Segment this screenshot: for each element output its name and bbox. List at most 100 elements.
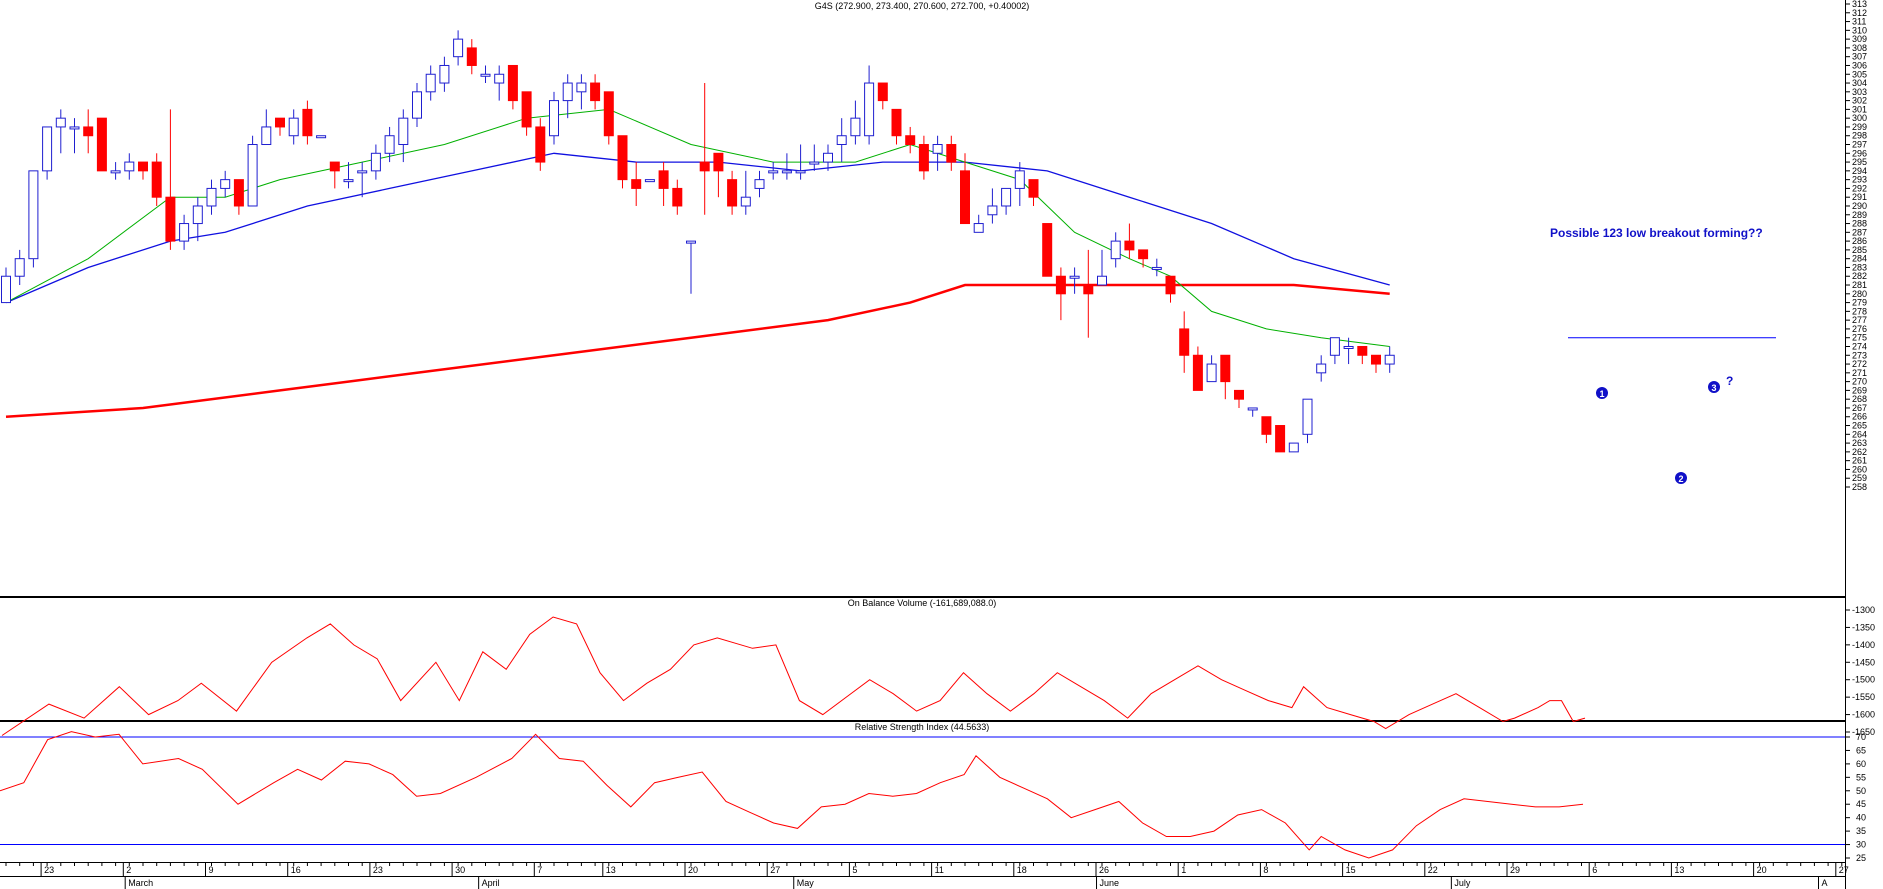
price-y-tick-label: 278 — [1852, 306, 1867, 316]
candle — [69, 118, 80, 154]
candle-body — [453, 38, 464, 58]
obv-series — [1, 616, 1586, 736]
candle — [1275, 425, 1286, 453]
candle — [1357, 345, 1368, 365]
candle — [398, 109, 409, 163]
candle — [631, 162, 642, 206]
point-2-marker: 2 — [1675, 472, 1687, 484]
candle-body — [1110, 240, 1121, 260]
candle — [877, 82, 888, 110]
price-y-tick-label: 283 — [1852, 262, 1867, 272]
obv-y-axis: -1300 -1350 -1400 -1450 -1500 -1550 -1600 -1650 — [1845, 605, 1875, 737]
candle — [754, 170, 765, 198]
candle — [1302, 398, 1313, 444]
candle — [850, 100, 861, 145]
candle-body — [549, 100, 559, 137]
sma-short-series — [5, 108, 1390, 347]
candle — [1165, 275, 1176, 303]
candle-body — [1261, 416, 1272, 435]
candle — [617, 135, 628, 189]
candle-body — [686, 240, 696, 244]
rsi-y-tick-label: 40 — [1856, 813, 1866, 823]
candle-body — [1343, 345, 1354, 349]
price-y-tick-label: 306 — [1852, 60, 1867, 70]
candle — [151, 153, 162, 206]
price-y-tick-label: 280 — [1852, 289, 1867, 299]
candle-body — [329, 161, 340, 172]
candle-body — [905, 135, 916, 146]
candle-body — [316, 135, 327, 139]
candle-body — [932, 144, 943, 154]
x-day-label: 22 — [1428, 865, 1438, 875]
price-y-tick-label: 285 — [1852, 245, 1867, 255]
candle — [1343, 337, 1354, 365]
candle-body — [809, 161, 820, 165]
price-y-tick-label: 304 — [1852, 78, 1867, 88]
x-day-label: 27 — [770, 865, 780, 875]
price-y-tick-label: 308 — [1852, 43, 1867, 53]
candle-body — [877, 82, 888, 102]
candle-body — [425, 73, 436, 93]
price-y-tick-label: 288 — [1852, 219, 1867, 229]
price-y-tick-label: 281 — [1852, 280, 1867, 290]
x-day-label: 13 — [606, 865, 616, 875]
candle-body — [110, 170, 121, 174]
candle-body — [644, 179, 655, 183]
candle-body — [1042, 223, 1053, 277]
candle-body — [960, 170, 970, 225]
candle — [891, 108, 902, 145]
candle — [809, 144, 820, 171]
x-day-label: 23 — [373, 865, 383, 875]
candle-body — [412, 91, 422, 119]
price-y-tick-label: 270 — [1852, 377, 1867, 387]
candle — [987, 188, 998, 224]
candle — [357, 162, 368, 198]
price-y-tick-label: 312 — [1852, 8, 1867, 18]
candle-body — [864, 82, 875, 137]
candle — [864, 65, 875, 145]
rsi-y-axis: 70 65 60 55 50 45 40 35 30 25 — [1845, 732, 1866, 863]
x-day-label: 23 — [44, 865, 54, 875]
candle-body — [480, 73, 491, 77]
candle — [795, 144, 806, 180]
price-y-tick-label: 286 — [1852, 236, 1867, 246]
x-day-label: 5 — [852, 865, 857, 875]
candle-body — [1357, 345, 1368, 356]
candle — [1384, 346, 1395, 373]
candle-body — [1165, 275, 1176, 295]
candle-body — [631, 179, 642, 189]
obv-panel-title: On Balance Volume (-161,689,088.0) — [848, 598, 997, 608]
candle-body — [1097, 275, 1107, 286]
price-y-tick-label: 299 — [1852, 122, 1867, 132]
price-y-tick-label: 305 — [1852, 69, 1867, 79]
candle-body — [28, 170, 39, 260]
candle — [562, 74, 573, 119]
candle-body — [55, 117, 66, 128]
price-y-tick-label: 284 — [1852, 254, 1867, 264]
candle-body — [603, 91, 614, 137]
rsi-y-tick-label: 65 — [1856, 745, 1866, 755]
candle — [1371, 354, 1381, 373]
candle — [603, 91, 614, 145]
candle — [1261, 416, 1272, 444]
candle — [55, 109, 66, 154]
candle-body — [754, 179, 765, 189]
price-y-tick-label: 296 — [1852, 148, 1867, 158]
candle — [1042, 223, 1053, 277]
candle-body — [973, 223, 984, 233]
candle — [740, 170, 751, 215]
candle — [110, 162, 121, 180]
candle-body — [1179, 328, 1190, 356]
x-day-label: 20 — [1757, 865, 1767, 875]
price-y-tick-label: 268 — [1852, 394, 1867, 404]
candle — [960, 153, 970, 225]
candle — [1329, 337, 1340, 365]
candle-body — [699, 161, 710, 172]
candle-body — [96, 117, 107, 172]
price-y-tick-label: 313 — [1852, 0, 1867, 9]
candle-body — [69, 126, 80, 130]
candle — [247, 135, 258, 207]
rsi-y-tick-label: 60 — [1856, 759, 1866, 769]
candle-body — [14, 258, 25, 277]
candle — [316, 135, 327, 139]
